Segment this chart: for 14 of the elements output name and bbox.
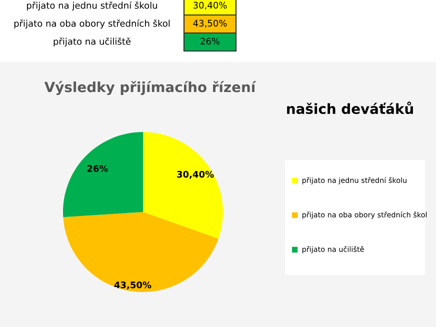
text: 26%	[200, 38, 220, 45]
data-label: 43,50%	[114, 281, 152, 290]
pie-slice	[63, 132, 143, 218]
text: 30,40%	[193, 2, 227, 10]
data-label: 26%	[87, 165, 108, 172]
chart-subtitle: našich deváťáků	[287, 102, 413, 114]
category-label: přijato na oba obory středních škol	[14, 19, 170, 29]
category-label: přijato na učiliště	[54, 37, 131, 47]
pie-slice	[63, 212, 218, 292]
data-label: 30,40%	[177, 170, 214, 179]
category-label: přijato na jednu střední školu	[27, 1, 158, 11]
text: 43,50%	[193, 20, 227, 28]
pie-slice	[143, 132, 223, 239]
chart-title: Výsledky přijímacího řízení	[44, 80, 256, 96]
